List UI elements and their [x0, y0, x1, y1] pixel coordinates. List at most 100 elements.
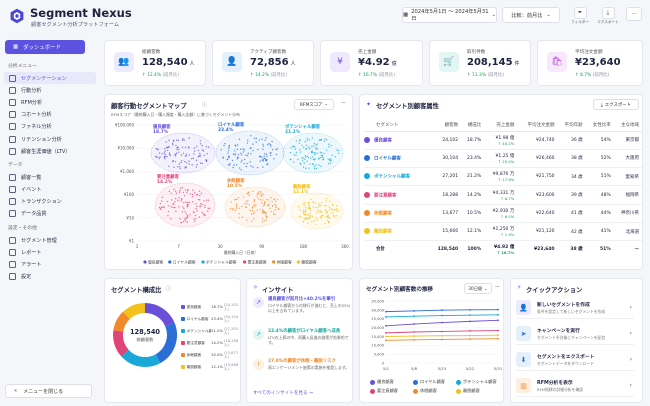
sidebar: ▦ ダッシュボード 分析メニュー セグメンテーション 行動分析 RFM分析 コホ…: [0, 36, 100, 406]
sidebar-item-ltv[interactable]: 顧客生涯価値（LTV）: [0, 145, 100, 157]
date-range-picker[interactable]: ▦ 2024年5月1日 〜 2024年5月31日 ⌄: [402, 7, 497, 23]
table-row[interactable]: 離脱顧客 15,666 12.1% ¥1,250 万 ↑ 1.9% ¥21,120…: [364, 222, 642, 242]
scatter-point: [306, 160, 308, 162]
collapse-menu-button[interactable]: « メニューを閉じる: [5, 384, 92, 398]
quick-action-item[interactable]: ➤ キャンペーンを実行 セグメントを対象にキャンペーンを配信 ›: [516, 323, 634, 345]
scatter-point: [328, 200, 331, 202]
scatter-point: [206, 153, 209, 155]
sidebar-item-funnel[interactable]: ファネル分析: [0, 121, 100, 133]
dashboard-button[interactable]: ▦ ダッシュボード: [5, 40, 85, 54]
cohort-icon: [9, 111, 16, 119]
sidebar-item-behavior[interactable]: 行動分析: [0, 84, 100, 96]
scatter-point: [316, 212, 318, 214]
scatter-point: [178, 148, 180, 151]
scatter-point: [263, 219, 266, 222]
scatter-point: [238, 138, 241, 140]
scatter-point: [261, 208, 264, 211]
scatter-point: [298, 215, 300, 217]
sidebar-item-customers[interactable]: 顧客一覧: [0, 171, 100, 183]
filter-button[interactable]: ⏷ フィルター: [568, 7, 592, 27]
sidebar-item-cohort[interactable]: コホート分析: [0, 109, 100, 121]
trend-legend-item: ロイヤル顧客: [413, 379, 456, 385]
scatter-point: [297, 158, 299, 161]
table-row[interactable]: 優良顧客 24,102 18.7% ¥1.98 億 ↑ 40.2% ¥24,740…: [364, 131, 642, 150]
sidebar-item-transactions[interactable]: トランザクション: [0, 196, 100, 208]
quick-action-item[interactable]: ⬇ セグメントをエクスポート セグメントデータをダウンロード ›: [516, 349, 634, 371]
bulb-icon: ✧: [253, 284, 259, 291]
quick-action-item[interactable]: ▥ RFM分析を表示 RFM指標の詳細分析を確認 ›: [516, 375, 634, 397]
sidebar-item-settings[interactable]: 設定: [0, 271, 100, 283]
sidebar-item-data-quality[interactable]: データ品質: [0, 208, 100, 220]
scatter-point: [315, 148, 317, 150]
legend-swatch: [168, 260, 172, 264]
more-menu-button[interactable]: ···: [626, 7, 642, 21]
scatter-point: [178, 151, 180, 153]
trend-period-select[interactable]: 30日間 ⌄: [464, 283, 492, 294]
sidebar-item-segmentation[interactable]: セグメンテーション: [4, 72, 96, 85]
legend-swatch: [456, 379, 461, 385]
scatter-point: [303, 213, 305, 215]
table-row[interactable]: 休眠顧客 13,677 10.5% ¥2,930 万 ↑ 6.0% ¥22,640…: [364, 204, 642, 223]
scatter-point: [199, 143, 202, 145]
scatter-point: [200, 192, 203, 194]
sidebar-item-alerts[interactable]: アラート: [0, 258, 100, 270]
scatter-point: [264, 153, 266, 155]
scatter-point: [256, 196, 259, 198]
table-row[interactable]: ロイヤル顧客 30,104 23.4% ¥1.25 億 ↑ 25.4% ¥26,4…: [364, 149, 642, 169]
scatter-point: [174, 206, 176, 209]
age-cell: 41 歳: [557, 204, 586, 223]
quick-actions-title: クイックアクション: [526, 287, 583, 294]
scatter-point: [312, 158, 315, 161]
scatter-point: [272, 148, 274, 151]
scatter-point: [158, 152, 161, 154]
sidebar-item-reports[interactable]: レポート: [0, 246, 100, 258]
legend-swatch: [181, 305, 185, 309]
compare-label: 比較：前月比: [511, 12, 543, 19]
more-icon[interactable]: ···: [341, 100, 346, 107]
scatter-point: [186, 221, 188, 223]
insight-item[interactable]: ↗ 優良顧客が前月比+40.2%を牽引 ロイヤル顧客からの移行が進むと、売上の55…: [253, 297, 353, 313]
scatter-point: [318, 204, 320, 206]
legend-percent: 21.2%: [211, 329, 223, 333]
action-icon: ▥: [516, 378, 531, 393]
sidebar-item-segment-management[interactable]: セグメント管理: [0, 234, 100, 246]
sales-value: ¥2,930 万: [492, 208, 515, 214]
scatter-point: [267, 204, 269, 207]
info-icon: ⓘ: [202, 102, 208, 108]
scatter-point: [326, 211, 328, 213]
insight-item[interactable]: ! 27.0%の顧客が休眠・離脱リスク 再エンゲージメント施策の実施を推奨します。: [253, 359, 353, 370]
scatter-point: [247, 152, 249, 154]
scatter-point: [334, 156, 336, 158]
insight-item-title: 23.4%の顧客がロイヤル顧客へ成長: [268, 329, 341, 334]
scatter-point: [205, 199, 208, 201]
all-insights-link[interactable]: すべてのインサイトを見る →: [253, 391, 313, 396]
sidebar-item-retention[interactable]: リテンション分析: [0, 133, 100, 145]
rfm-score-select[interactable]: RFMスコア ⌄: [294, 99, 334, 110]
segment-composition-card: セグメント構成比 ⓘ 128,540 総顧客数 優良顧客 18.7% (24,1…: [104, 278, 241, 403]
scatter-point: [250, 147, 252, 149]
more-icon[interactable]: ···: [495, 284, 500, 291]
sidebar-item-rfm[interactable]: RFM分析: [0, 96, 100, 108]
scatter-point: [195, 145, 198, 147]
sidebar-item-events[interactable]: イベント: [0, 184, 100, 196]
segment-export-button[interactable]: ⤓ エクスポート: [593, 99, 639, 110]
table-row[interactable]: 要注意顧客 18,288 14.2% ¥4,331 万 ↑ 8.7% ¥23,60…: [364, 185, 642, 205]
y-tick-label: 30,000: [371, 308, 384, 312]
export-button[interactable]: ⤓ エクスポート: [596, 7, 620, 27]
compare-select[interactable]: 比較：前月比 ⌄: [502, 7, 560, 23]
chevron-down-icon: ⌄: [491, 12, 496, 18]
scatter-point: [261, 156, 263, 158]
kpi-glyph: 👥: [118, 57, 130, 67]
x-axis-label: 最終購入日（日前）: [224, 250, 258, 255]
table-row[interactable]: ポテンシャル顧客 27,201 21.2% ¥9,876 万 ↑ 17.6% ¥2…: [364, 167, 642, 187]
quick-action-item[interactable]: 👤 新しいセグメントを作成 条件を設定して新しいセグメントを作成 ›: [516, 297, 634, 319]
scatter-point: [292, 145, 294, 148]
region-cell: 大阪府: [613, 149, 642, 169]
scatter-point: [275, 148, 277, 151]
total-aov: ¥23,640: [534, 246, 555, 252]
insight-item[interactable]: ↗ 23.4%の顧客がロイヤル顧客へ成長 LTVの上昇の中、再購入促進の施策が効果…: [253, 329, 353, 345]
legend-swatch: [370, 379, 375, 385]
cluster-percent: 10.5%: [227, 183, 243, 189]
legend-label: ロイヤル顧客: [173, 260, 196, 265]
segment-export-label: エクスポート: [604, 102, 632, 108]
